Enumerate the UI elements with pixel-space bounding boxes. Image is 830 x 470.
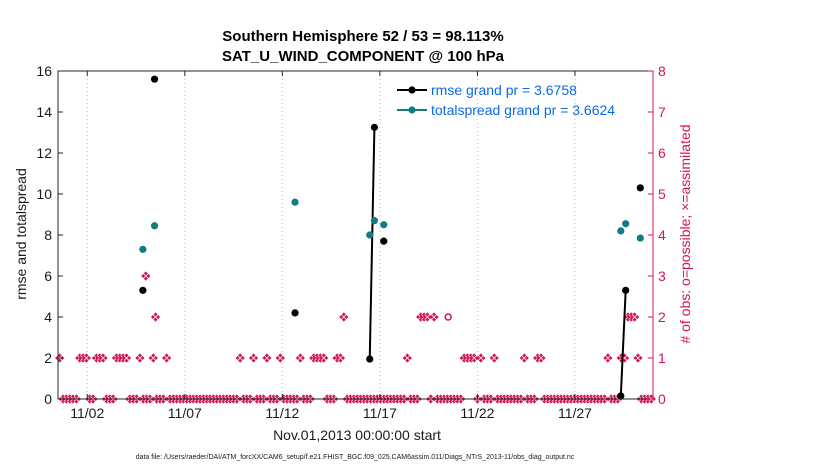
rmse-point [370,123,379,131]
obs-assimilated-cross [635,355,641,361]
obs-assimilated-cross [477,355,484,361]
totalspread-point [150,222,159,230]
totalspread-point [139,245,147,253]
gridlines [86,71,576,399]
obs-assimilated-cross [538,355,544,361]
rmse-point [139,286,147,294]
y-right-tick-label: 4 [658,227,666,243]
y-right-tick-label: 7 [658,104,666,120]
legend-entry: totalspread grand pr = 3.6624 [431,102,615,118]
y-right-tick-label: 1 [658,350,666,366]
data-file-footnote: data file: /Users/raeder/DAI/ATM_forcXX/… [136,454,575,461]
y-right-tick-label: 0 [658,391,666,407]
totalspread-point [636,234,644,242]
rmse-point [150,75,159,83]
totalspread-point [380,221,388,229]
totalspread-point [622,220,630,228]
rmse-point [380,237,388,245]
y-tick-label: 16 [36,63,52,79]
obs-assimilated-cross [250,355,257,361]
legend-marker [408,86,416,94]
obs-assimilated-cross [142,273,149,279]
x-axis-label: Nov.01,2013 00:00:00 start [273,427,441,443]
y-tick-label: 14 [36,104,52,120]
chart-title: Southern Hemisphere 52 / 53 = 98.113% [222,28,503,45]
y-axis-right-label: # of obs: o=possible; ×=assimilated [677,124,693,343]
chart-subtitle: SAT_U_WIND_COMPONENT @ 100 hPa [222,48,505,65]
obs-assimilated-cross [320,355,327,361]
x-tick-label: 11/02 [70,405,104,421]
obs-assimilated-cross [264,355,270,361]
obs-assimilated-cross [471,355,478,361]
y-tick-label: 0 [44,391,52,407]
totalspread-point [370,217,379,225]
rmse-point [617,392,625,400]
obs-assimilated-cross [521,355,528,361]
plot-frame [57,70,654,400]
y-right-tick-label: 3 [658,268,666,284]
legend: rmse grand pr = 3.6758 totalspread grand … [397,82,615,118]
y-tick-label: 8 [44,227,52,243]
obs-assimilated-cross [431,314,437,320]
x-tick-label: 11/27 [558,405,592,421]
obs-assimilated-cross [337,355,344,361]
x-tick-label: 11/07 [168,405,202,421]
rmse-line-segment [368,127,376,360]
obs-assimilated-cross [277,355,284,361]
obs-assimilated-cross [404,355,411,361]
rmse-line-segment [619,290,627,396]
obs-assimilated-cross [137,355,143,361]
obs-assimilated-cross [297,355,304,361]
obs-assimilated-cross [150,355,157,361]
y-right-tick-label: 5 [658,186,666,202]
y-tick-label: 2 [44,350,52,366]
x-tick-label: 11/12 [265,405,299,421]
obs-assimilated-cross [604,355,611,361]
series-layer [139,75,644,400]
obs-assimilated-cross [152,314,159,320]
totalspread-point [617,227,625,235]
obs-assimilated-cross [100,355,107,361]
obs-assimilated-cross [631,314,638,320]
x-axis: 11/02 11/07 11/12 11/17 11/22 11/27 [70,71,592,421]
obs-assimilated-cross [237,355,244,361]
rmse-point [366,355,374,363]
totalspread-point [291,198,299,206]
y-right-tick-label: 2 [658,309,666,325]
rmse-point [636,184,644,192]
legend-marker [408,106,416,114]
obs-assimilated-cross [424,314,431,320]
y-tick-label: 4 [44,309,52,325]
legend-entry: rmse grand pr = 3.6758 [431,82,577,98]
left-axis: 0 2 4 6 8 10 12 14 16 [36,63,63,407]
obs-assimilated-cross [83,355,90,361]
y-tick-label: 12 [36,145,52,161]
x-tick-label: 11/17 [363,405,397,421]
obs-assimilated-cross [491,355,498,361]
y-right-tick-label: 6 [658,145,666,161]
rmse-point [622,286,630,294]
totalspread-point [366,231,374,239]
y-right-tick-label: 8 [658,63,666,79]
y-tick-label: 10 [36,186,52,202]
y-tick-label: 6 [44,268,52,284]
rmse-point [291,309,299,317]
x-tick-label: 11/22 [460,405,494,421]
y-axis-label: rmse and totalspread [13,168,29,300]
obs-assimilated-cross [163,355,170,361]
obs-assimilated-cross [340,314,347,320]
right-axis: 0 1 2 3 4 5 6 7 8 [648,63,666,407]
obs-possible-point [444,313,452,321]
obs-assimilated-cross [123,355,130,361]
